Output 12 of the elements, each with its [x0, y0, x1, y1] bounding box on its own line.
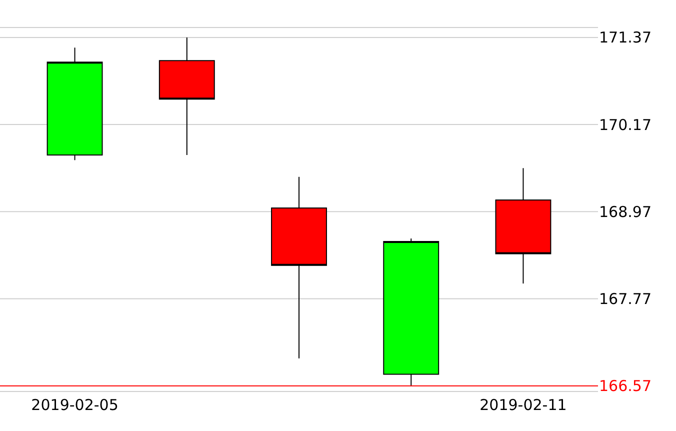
candlestick [383, 238, 440, 386]
y-tick-label: 171.37 [599, 28, 652, 47]
candlestick [271, 176, 327, 359]
y-tick-label: 166.57 [599, 377, 652, 396]
x-tick-label: 2019-02-11 [480, 396, 567, 414]
y-tick-label: 170.17 [599, 116, 652, 134]
y-tick-label: 167.77 [599, 290, 652, 308]
x-tick-label: 2019-02-05 [31, 396, 118, 414]
candlestick [158, 36, 215, 156]
candlestick [495, 168, 552, 284]
candlestick [46, 47, 103, 161]
y-tick-label: 168.97 [599, 202, 652, 221]
